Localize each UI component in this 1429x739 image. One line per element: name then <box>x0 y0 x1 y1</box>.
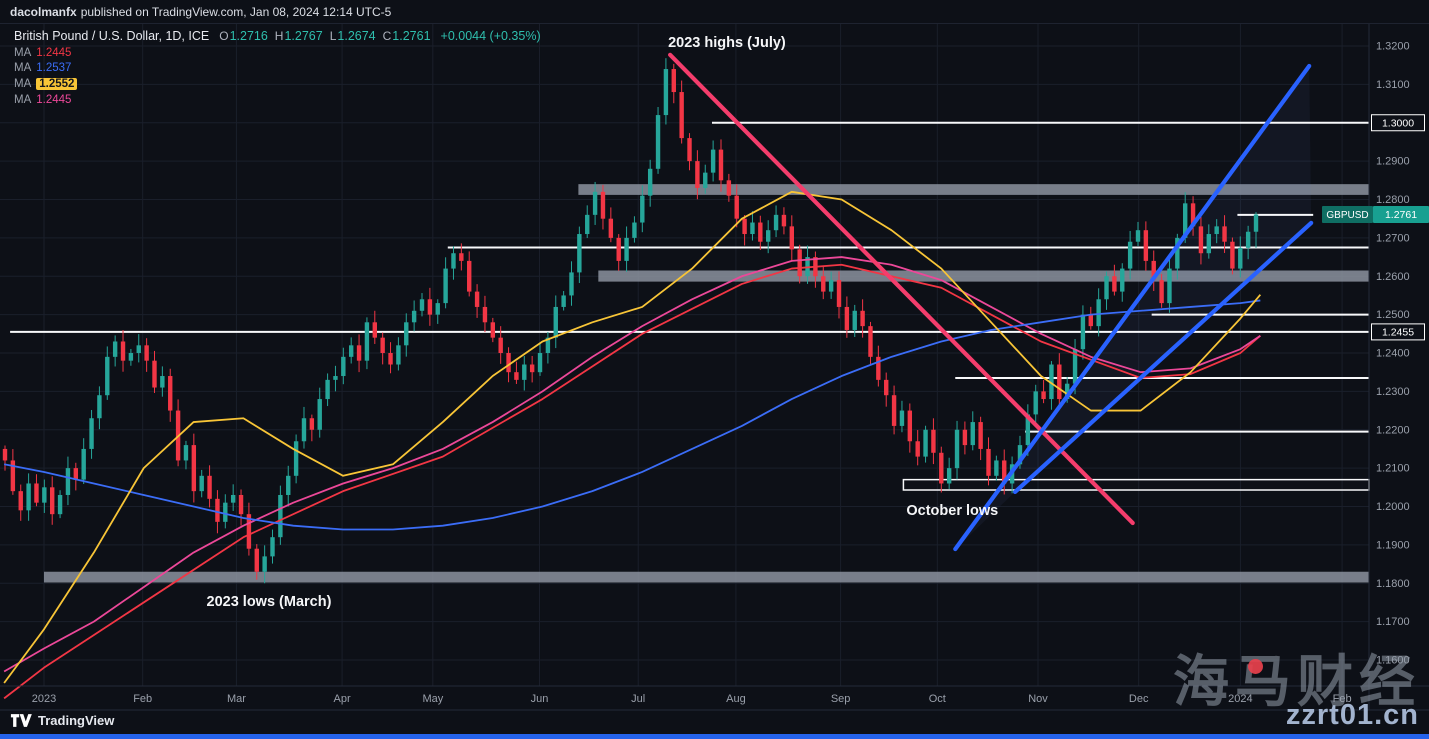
price-tick-label: 1.2700 <box>1376 232 1410 244</box>
ohlc-key: H <box>274 29 284 43</box>
ascending-channel-upper[interactable] <box>953 63 1312 552</box>
zone-band[interactable] <box>44 571 1369 583</box>
price-tick-label: 1.2800 <box>1376 194 1410 206</box>
time-tick-label: 2023 <box>32 693 56 705</box>
price-tick-label: 1.2100 <box>1376 463 1410 475</box>
october-lows-box[interactable] <box>902 478 1370 491</box>
time-tick-label: Mar <box>227 693 246 705</box>
ohlc-values: O 1.2716 H 1.2767 L 1.2674 C 1.2761 <box>219 29 430 43</box>
ohlc-value: 1.2761 <box>392 29 431 43</box>
candles-layer <box>2 58 1259 584</box>
ohlc-value: 1.2716 <box>229 29 268 43</box>
ohlc-key: C <box>382 29 392 43</box>
ohlc-pair: C 1.2761 <box>383 29 431 43</box>
price-level-label-box <box>1371 114 1425 132</box>
change-value: +0.0044 (+0.35%) <box>440 29 541 43</box>
ma-label: MA <box>14 62 32 75</box>
ohlc-pair: O 1.2716 <box>219 29 268 43</box>
price-tick-label: 1.2600 <box>1376 271 1410 283</box>
time-tick-label: Apr <box>334 693 351 705</box>
symbol-price-badge: GBPUSD 1.2761 <box>1322 205 1429 223</box>
symbol-title[interactable]: British Pound / U.S. Dollar, 1D, ICE <box>14 29 210 43</box>
ma-line-ma-yellow[interactable] <box>3 190 1262 684</box>
time-tick-label: Feb <box>1333 693 1352 705</box>
time-tick-label: May <box>422 693 443 705</box>
watermark-chinese: 海马财经 <box>1173 650 1421 713</box>
zone-band[interactable] <box>598 270 1369 282</box>
price-tick-label: 1.1900 <box>1376 539 1410 551</box>
ma-legend-row[interactable]: MA 1.2445 <box>14 92 77 108</box>
ma-value: 1.2445 <box>36 46 72 59</box>
time-tick-label: Oct <box>929 693 946 705</box>
tradingview-footer[interactable]: TradingView <box>10 713 114 728</box>
downtrend-from-2023-highs[interactable] <box>668 52 1135 526</box>
ma-value: 1.2445 <box>36 93 72 106</box>
bottom-accent-bar <box>0 734 1429 739</box>
time-tick-label: Dec <box>1129 693 1149 705</box>
ma-label: MA <box>14 93 32 106</box>
ohlc-pair: H 1.2767 <box>275 29 323 43</box>
price-axis[interactable]: 1.1600 1.1700 1.1800 1.1900 1.2000 1.2100 1.22… <box>1371 41 1425 667</box>
chart-annotation[interactable]: 2023 highs (July) <box>668 35 786 51</box>
price-level-label: 1.3000 <box>1382 117 1414 129</box>
price-tick-label: 1.2000 <box>1376 501 1410 513</box>
tradingview-logo-icon <box>10 714 32 727</box>
price-tick-label: 1.3100 <box>1376 79 1410 91</box>
watermark-logo-icon <box>1248 659 1263 674</box>
ma-label: MA <box>14 46 32 59</box>
price-tick-label: 1.2200 <box>1376 424 1410 436</box>
price-tick-label: 1.2400 <box>1376 348 1410 360</box>
ohlc-value: 1.2674 <box>337 29 376 43</box>
ohlc-value: 1.2767 <box>284 29 323 43</box>
price-tick-label: 1.1800 <box>1376 578 1410 590</box>
ma-value: 1.2552 <box>36 77 78 90</box>
ma-line-ma-blue[interactable] <box>3 299 1261 531</box>
time-axis[interactable]: 2023 Feb Mar Apr May Jun Jul Aug Sep Oct Nov Dec 202… <box>32 693 1352 705</box>
time-tick-label: Jun <box>531 693 549 705</box>
price-tick-label: 1.2900 <box>1376 156 1410 168</box>
price-tick-label: 1.2300 <box>1376 386 1410 398</box>
badge-symbol-label: GBPUSD <box>1326 210 1368 221</box>
ohlc-pair: L 1.2674 <box>330 29 376 43</box>
symbol-header: British Pound / U.S. Dollar, 1D, ICE O 1.… <box>14 29 541 43</box>
ma-value: 1.2537 <box>36 62 72 75</box>
publisher-author: dacolmanfx <box>10 4 77 19</box>
time-tick-label: Aug <box>726 693 746 705</box>
publisher-bar: dacolmanfx published on TradingView.com,… <box>0 0 1429 24</box>
ma-legend-row[interactable]: MA 1.2445 <box>14 45 77 61</box>
ascending-channel-lower[interactable] <box>1012 220 1314 495</box>
publisher-text: published on TradingView.com, Jan 08, 20… <box>80 4 392 19</box>
ma-legend-row[interactable]: MA 1.2552 <box>14 76 78 92</box>
chart-annotation[interactable]: October lows <box>906 503 998 519</box>
ohlc-key: L <box>329 29 337 43</box>
ma-line-ma-red[interactable] <box>3 263 1261 700</box>
chart-annotation[interactable]: 2023 lows (March) <box>207 594 332 610</box>
time-tick-label: 2024 <box>1228 693 1252 705</box>
time-tick-label: Jul <box>631 693 645 705</box>
price-level-label: 1.2455 <box>1382 326 1414 338</box>
ohlc-key: O <box>219 29 229 43</box>
ma-line-ma-pink[interactable] <box>3 256 1261 673</box>
ma-legend: MA 1.2445 MA 1.2537 MA 1.2552 MA 1.2445 <box>14 45 78 108</box>
price-tick-label: 1.2500 <box>1376 309 1410 321</box>
time-tick-label: Feb <box>133 693 152 705</box>
ma-label: MA <box>14 77 32 90</box>
badge-price-label: 1.2761 <box>1385 209 1417 221</box>
zone-band[interactable] <box>578 184 1369 195</box>
time-tick-label: Sep <box>831 693 851 705</box>
time-tick-label: Nov <box>1028 693 1048 705</box>
price-tick-label: 1.3200 <box>1376 41 1410 53</box>
price-tick-label: 1.1700 <box>1376 616 1410 628</box>
ma-legend-row[interactable]: MA 1.2537 <box>14 61 77 77</box>
price-tick-label: 1.1600 <box>1376 655 1410 667</box>
price-level-label-box <box>1371 323 1425 341</box>
supply-demand-zones[interactable] <box>44 184 1369 583</box>
tradingview-brand-label: TradingView <box>38 713 115 728</box>
watermark-domain: zzrt01.cn <box>1285 699 1419 731</box>
